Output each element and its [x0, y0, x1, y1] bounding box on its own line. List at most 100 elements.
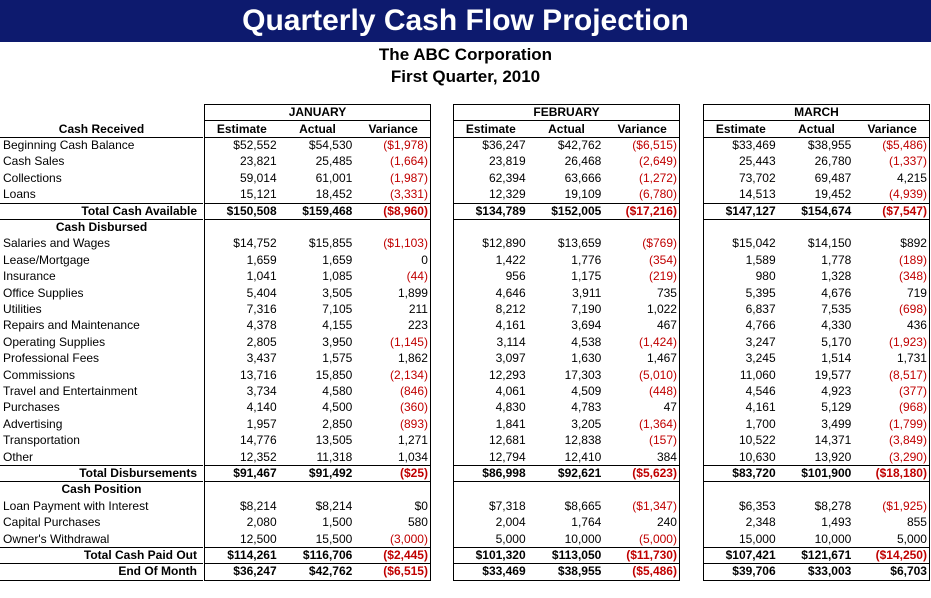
rule — [453, 137, 680, 138]
rule — [703, 481, 930, 483]
row-label: Cash Sales — [3, 154, 65, 169]
row-label: Commissions — [3, 367, 76, 382]
cell: $33,469 — [732, 138, 776, 152]
cell: 61,001 — [315, 170, 353, 185]
cell: 4,161 — [495, 318, 526, 333]
cell: 10,630 — [738, 449, 776, 464]
cell: 23,821 — [239, 154, 277, 169]
row-label: Office Supplies — [3, 285, 84, 300]
cell: (893) — [399, 416, 428, 431]
cell: (1,364) — [638, 416, 677, 431]
cell: $92,621 — [557, 466, 602, 480]
cell: $33,003 — [807, 564, 852, 579]
cell: 580 — [407, 515, 428, 530]
cell: 3,505 — [322, 285, 353, 300]
cell: 3,114 — [496, 334, 526, 349]
row-label: Utilities — [3, 302, 42, 316]
cell: 3,205 — [571, 416, 602, 431]
row-label: Other — [3, 449, 34, 464]
cell: $0 — [414, 498, 428, 513]
cell: 26,780 — [814, 154, 852, 169]
rule — [703, 219, 930, 220]
column-header: Actual — [798, 121, 835, 136]
rule — [703, 547, 930, 548]
column-header: Actual — [548, 121, 585, 136]
cell: 223 — [407, 318, 428, 333]
cell: 4,500 — [322, 400, 353, 415]
cell: 3,097 — [495, 351, 526, 366]
cell: ($14,250) — [875, 548, 927, 562]
row-label: Operating Supplies — [3, 334, 106, 349]
rule — [703, 579, 930, 581]
cell: $91,467 — [233, 466, 277, 480]
cell: $83,720 — [732, 466, 776, 480]
cell: ($1,103) — [383, 236, 428, 251]
rule — [0, 547, 203, 548]
cell: 1,022 — [646, 302, 677, 316]
cell: 1,514 — [821, 351, 852, 366]
rule — [204, 137, 431, 138]
cell: 13,716 — [239, 367, 277, 382]
cell: 1,659 — [322, 252, 353, 267]
cell: 26,468 — [564, 154, 602, 169]
cell: $8,665 — [564, 498, 602, 513]
cell: 23,819 — [488, 154, 526, 169]
cell: 12,410 — [564, 449, 602, 464]
rule — [453, 579, 680, 581]
cell: 19,452 — [814, 187, 852, 202]
cell: 0 — [421, 252, 428, 267]
cell: (5,000) — [638, 531, 677, 546]
cell: 1,659 — [246, 252, 277, 267]
cell: 15,500 — [315, 531, 353, 546]
cell: $152,005 — [551, 203, 602, 218]
rule — [703, 563, 930, 565]
cell: 7,316 — [246, 302, 277, 316]
cell: 5,000 — [495, 531, 526, 546]
cell: $121,671 — [801, 548, 852, 562]
month-block — [453, 104, 680, 581]
cell: ($8,960) — [383, 203, 428, 218]
cell: 1,271 — [397, 433, 428, 448]
cell: $52,552 — [233, 138, 277, 152]
cell: 1,700 — [745, 416, 776, 431]
row-label: Loans — [3, 187, 36, 202]
cell: 3,245 — [745, 351, 776, 366]
cell: 13,920 — [814, 449, 852, 464]
cell: $6,703 — [890, 564, 927, 579]
cell: 4,215 — [896, 170, 927, 185]
cell: (8,517) — [888, 367, 927, 382]
cell: 240 — [656, 515, 677, 530]
cell: (846) — [399, 384, 428, 398]
row-label: Loan Payment with Interest — [3, 498, 149, 513]
rule — [453, 219, 680, 220]
cell: 1,778 — [821, 252, 852, 267]
cell: $6,353 — [738, 498, 776, 513]
cell: ($5,623) — [632, 466, 677, 480]
cell: ($6,515) — [632, 138, 677, 152]
cell: 855 — [906, 515, 927, 530]
total-label: Total Cash Paid Out — [83, 548, 197, 562]
cell: 4,161 — [745, 400, 776, 415]
cell: $8,214 — [315, 498, 353, 513]
cell: 4,538 — [571, 334, 602, 349]
cell: 3,499 — [821, 416, 852, 431]
cell: 1,467 — [646, 351, 677, 366]
cell: 17,303 — [564, 367, 602, 382]
cell: 11,318 — [316, 449, 353, 464]
cell: 4,830 — [495, 400, 526, 415]
rule — [453, 547, 680, 548]
cell: 1,175 — [571, 269, 602, 284]
cell: 1,589 — [745, 252, 776, 267]
cell: 4,546 — [745, 384, 776, 398]
cell: ($17,216) — [625, 203, 677, 218]
cell: 7,190 — [571, 302, 602, 316]
cell: 1,500 — [322, 515, 353, 530]
cell: 1,957 — [246, 416, 277, 431]
cell: 12,293 — [488, 367, 526, 382]
rule — [0, 563, 203, 565]
cell: 1,776 — [571, 252, 602, 267]
cell: 4,783 — [571, 400, 602, 415]
cell: 3,437 — [246, 351, 277, 366]
month-block — [703, 104, 930, 581]
cell: (157) — [648, 433, 677, 448]
